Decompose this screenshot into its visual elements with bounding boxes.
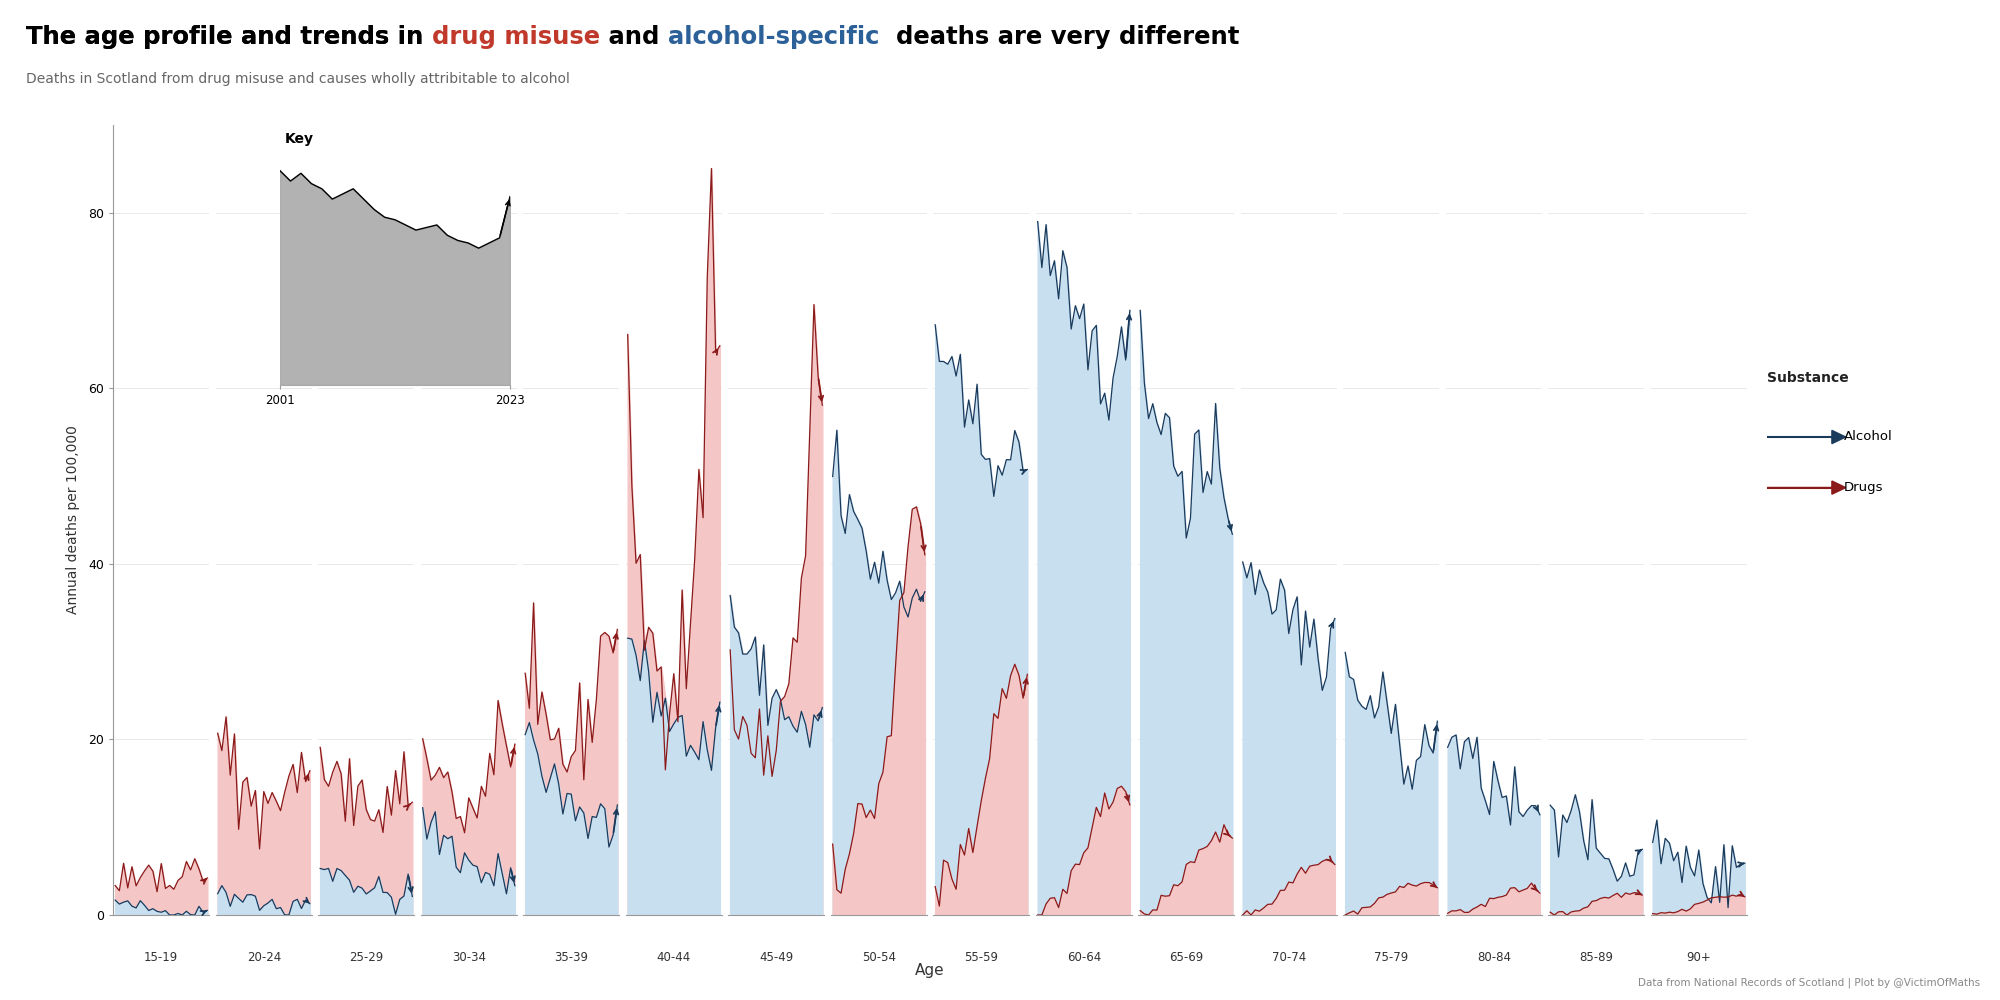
- FancyArrow shape: [1768, 481, 1846, 494]
- Text: 40-44: 40-44: [656, 951, 690, 964]
- Text: The age profile and trends in: The age profile and trends in: [26, 25, 432, 49]
- Text: Drugs: Drugs: [1844, 481, 1882, 494]
- Text: 75-79: 75-79: [1374, 951, 1408, 964]
- Text: The age profile and trends in: The age profile and trends in: [26, 25, 432, 49]
- Text: 35-39: 35-39: [554, 951, 588, 964]
- Text: Deaths in Scotland from drug misuse and causes wholly attribitable to alcohol: Deaths in Scotland from drug misuse and …: [26, 72, 570, 86]
- Text: 30-34: 30-34: [452, 951, 486, 964]
- Text: 45-49: 45-49: [760, 951, 794, 964]
- Text: Alcohol: Alcohol: [1844, 430, 1892, 444]
- Text: 25-29: 25-29: [350, 951, 384, 964]
- Text: 65-69: 65-69: [1170, 951, 1204, 964]
- Text: 60-64: 60-64: [1066, 951, 1100, 964]
- Text: 90+: 90+: [1686, 951, 1712, 964]
- Text: 85-89: 85-89: [1580, 951, 1614, 964]
- Text: 50-54: 50-54: [862, 951, 896, 964]
- Text: 15-19: 15-19: [144, 951, 178, 964]
- Text: Key: Key: [284, 132, 314, 146]
- Text: 80-84: 80-84: [1476, 951, 1510, 964]
- Text: 20-24: 20-24: [246, 951, 280, 964]
- Text: 70-74: 70-74: [1272, 951, 1306, 964]
- Text: drug misuse: drug misuse: [432, 25, 600, 49]
- Text: alcohol-specific: alcohol-specific: [668, 25, 880, 49]
- Y-axis label: Annual deaths per 100,000: Annual deaths per 100,000: [66, 426, 80, 614]
- Text: 55-59: 55-59: [964, 951, 998, 964]
- Text: Substance: Substance: [1768, 371, 1850, 385]
- Text: deaths are very different: deaths are very different: [880, 25, 1240, 49]
- FancyArrow shape: [1768, 430, 1846, 444]
- Text: Data from National Records of Scotland | Plot by @VictimOfMaths: Data from National Records of Scotland |…: [1638, 978, 1980, 988]
- Text: and: and: [600, 25, 668, 49]
- Text: Age: Age: [916, 962, 944, 978]
